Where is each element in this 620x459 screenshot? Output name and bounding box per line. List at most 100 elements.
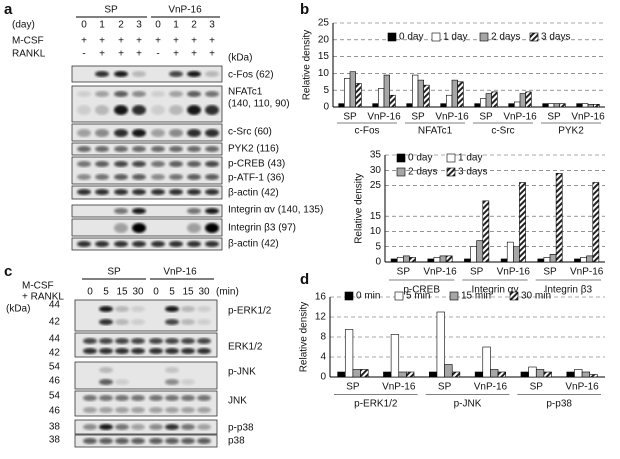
time-label: 30 — [132, 287, 144, 298]
blot-band — [99, 438, 113, 444]
sign: + — [99, 36, 105, 47]
band-label: β-actin (42) — [228, 188, 279, 199]
bar — [506, 241, 514, 263]
bar — [406, 371, 415, 378]
blot-band — [187, 223, 201, 233]
day-label: 0 — [81, 20, 87, 31]
sign: + — [81, 36, 87, 47]
mw-label: 38 — [49, 435, 61, 446]
x-tick-label: VnP-16 — [571, 112, 605, 123]
blot-strip — [71, 85, 223, 123]
sign: + — [173, 36, 179, 47]
blot-band — [197, 395, 211, 401]
y-axis-label: Relative density — [354, 173, 365, 244]
day-label: 1 — [99, 20, 105, 31]
blot-band — [131, 348, 145, 354]
blot-strip — [71, 142, 223, 156]
y-tick-label: 5 — [375, 241, 381, 252]
time-label: 5 — [103, 287, 109, 298]
y-tick-label: 4 — [320, 352, 326, 363]
legend-swatch — [431, 32, 441, 42]
blot-band — [181, 438, 195, 444]
blot-band — [151, 105, 165, 115]
blot-band — [132, 129, 146, 137]
blot-band — [205, 223, 219, 233]
blot-band — [95, 241, 109, 247]
bar — [344, 78, 351, 108]
bar — [390, 258, 398, 263]
blot-band — [181, 407, 195, 413]
group-label: p-CREB — [403, 285, 440, 296]
blot-band — [115, 395, 129, 401]
blot-band — [197, 438, 211, 444]
y-tick-label: 0 — [320, 372, 326, 383]
y-tick-label: 25 — [318, 18, 330, 29]
blot-band — [165, 407, 179, 413]
blot-band — [132, 208, 146, 214]
blot-band — [205, 129, 219, 137]
blot-band — [187, 241, 201, 247]
bar — [474, 103, 481, 108]
blot-band — [205, 146, 219, 152]
bar — [440, 103, 447, 108]
bar — [476, 240, 484, 263]
blot-band — [169, 174, 183, 180]
bar — [482, 200, 490, 263]
blot-band — [169, 71, 183, 77]
blot-band — [114, 174, 128, 180]
legend-label: 1 day — [458, 153, 482, 164]
x-tick-label: VnP-16 — [367, 112, 401, 123]
panel-label: c — [4, 263, 12, 280]
blot-band — [169, 146, 183, 152]
blot-band — [115, 306, 129, 312]
blot-band — [77, 91, 91, 97]
bar — [406, 103, 413, 108]
bar — [445, 255, 453, 263]
blot-band — [187, 105, 201, 115]
blot-band — [151, 241, 165, 247]
legend-swatch — [446, 167, 456, 177]
blot-band — [132, 223, 146, 233]
bar — [574, 369, 583, 378]
blot-band — [181, 338, 195, 344]
sign: + — [136, 49, 142, 60]
bar — [480, 98, 487, 108]
blot-band — [99, 424, 113, 430]
blot-strip — [71, 218, 223, 237]
mw-label: 46 — [49, 376, 61, 387]
blot-band — [95, 71, 109, 77]
mw-label: 42 — [49, 317, 61, 328]
blot-band — [149, 438, 163, 444]
bar — [528, 366, 537, 378]
blot-band — [77, 161, 91, 167]
bar — [592, 182, 600, 263]
blot-band — [181, 319, 195, 325]
bar — [574, 258, 581, 263]
group-label: p-JNK — [454, 399, 482, 410]
bar — [427, 258, 435, 263]
bar — [580, 257, 587, 263]
time-label: 15 — [116, 287, 128, 298]
blot-band — [77, 105, 91, 115]
day-label: 2 — [191, 20, 197, 31]
bar — [548, 103, 555, 108]
bar — [360, 369, 369, 378]
day-label: 2 — [118, 20, 124, 31]
blot-strip — [71, 237, 223, 251]
blot-band — [114, 161, 128, 167]
blot-band — [165, 319, 179, 325]
y-tick-label: 15 — [370, 211, 382, 222]
blot-band — [114, 105, 128, 115]
bar — [519, 182, 526, 263]
time-label: 0 — [153, 287, 159, 298]
blot-band — [114, 208, 128, 214]
bar — [390, 334, 400, 378]
x-tick-label: VnP-16 — [503, 112, 537, 123]
legend-swatch — [529, 32, 539, 42]
group-label: VnP-16 — [163, 267, 197, 278]
blot-band — [83, 348, 97, 354]
bar — [520, 371, 529, 378]
x-tick-label: VnP-16 — [565, 382, 599, 393]
legend-swatch — [396, 167, 406, 177]
panel-label: b — [300, 1, 309, 18]
